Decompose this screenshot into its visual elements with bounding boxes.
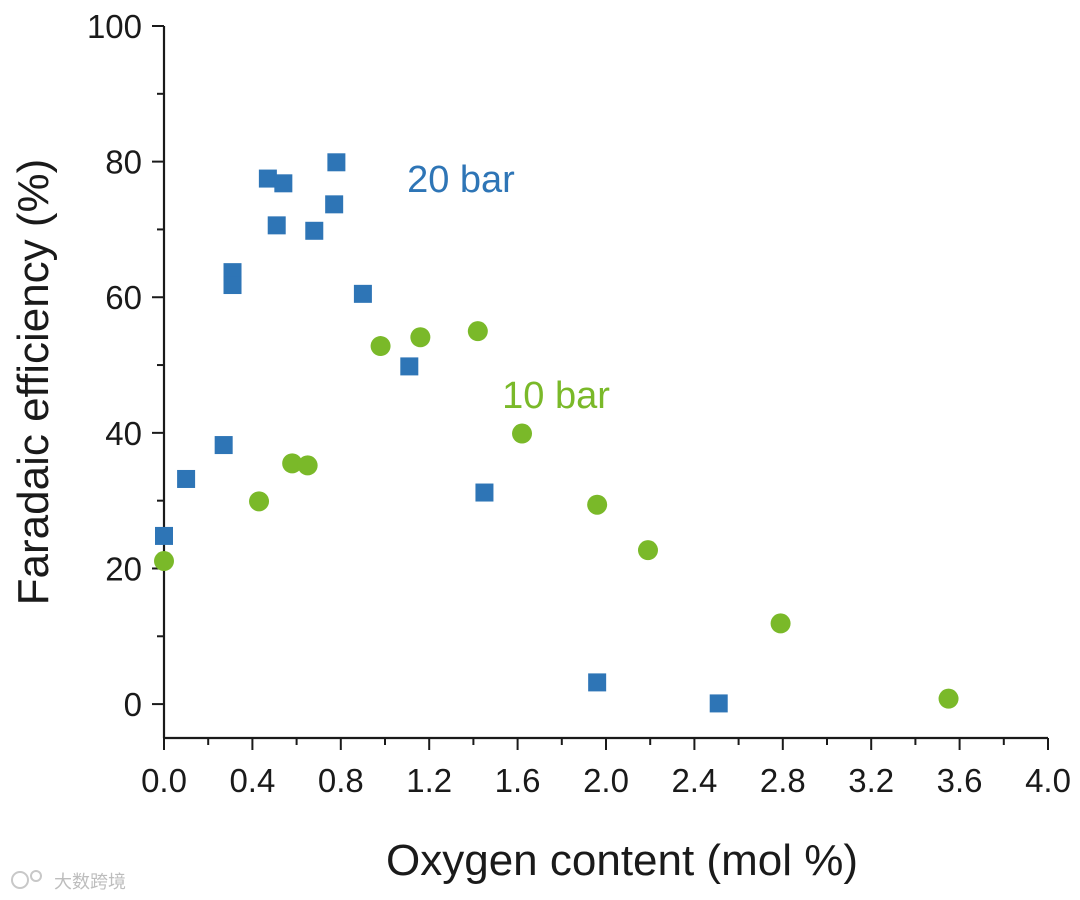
data-point-square — [155, 526, 173, 545]
data-point-square — [588, 673, 607, 692]
x-tick-label: 2.8 — [760, 762, 806, 799]
data-point-circle — [637, 540, 658, 561]
watermark-logo-icon — [11, 871, 29, 889]
data-points — [154, 153, 959, 713]
series-label-10-bar: 10 bar — [502, 375, 610, 417]
x-tick-label: 2.4 — [671, 762, 717, 799]
data-point-square — [214, 436, 233, 455]
watermark-logo-dot — [30, 870, 42, 882]
data-point-circle — [467, 321, 488, 342]
data-point-circle — [249, 491, 270, 512]
y-tick-label: 40 — [105, 415, 142, 452]
x-tick-label: 1.6 — [495, 762, 541, 799]
y-tick-label: 0 — [124, 686, 142, 723]
data-point-square — [400, 357, 419, 376]
data-point-square — [353, 284, 372, 303]
data-point-circle — [297, 455, 318, 476]
y-tick-label: 80 — [105, 144, 142, 181]
data-point-square — [305, 221, 324, 240]
x-tick-label: 3.2 — [848, 762, 894, 799]
data-point-circle — [410, 327, 431, 348]
watermark-text: 大数跨境 — [54, 872, 126, 893]
x-tick-label: 3.6 — [937, 762, 983, 799]
x-axis-label: Oxygen content (mol %) — [386, 836, 858, 885]
data-point-square — [177, 469, 196, 488]
x-tick-label: 2.0 — [583, 762, 629, 799]
data-point-square — [223, 276, 242, 295]
data-point-square — [274, 174, 293, 193]
data-point-circle — [770, 613, 791, 634]
series-20-bar — [155, 153, 728, 713]
series-10-bar — [154, 321, 959, 709]
data-point-square — [258, 169, 277, 188]
y-tick-label: 20 — [105, 550, 142, 587]
x-tick-label: 0.0 — [141, 762, 187, 799]
x-tick-label: 4.0 — [1025, 762, 1071, 799]
watermark: 大数跨境 — [11, 870, 126, 893]
data-point-circle — [512, 423, 533, 444]
ticks: 0.0 0.4 0.8 1.2 1.6 2.0 2.4 2.8 3.2 3.6 4.0 0 20 40 60… — [87, 8, 1071, 799]
y-tick-label: 60 — [105, 279, 142, 316]
data-point-square — [327, 153, 346, 172]
x-tick-label: 1.2 — [406, 762, 452, 799]
series-label-20-bar: 20 bar — [407, 159, 515, 201]
data-point-square — [267, 216, 286, 235]
y-axis-label: Faradaic efficiency (%) — [9, 159, 58, 606]
data-point-circle — [938, 688, 959, 709]
data-point-circle — [154, 551, 174, 572]
data-point-square — [475, 483, 494, 502]
x-tick-label: 0.4 — [229, 762, 275, 799]
data-point-circle — [370, 336, 391, 357]
x-tick-label: 0.8 — [318, 762, 364, 799]
data-point-circle — [587, 494, 608, 515]
series-annotations: 20 bar 10 bar — [407, 159, 610, 417]
data-point-circle — [282, 453, 303, 474]
data-point-square — [709, 694, 728, 713]
y-tick-label: 100 — [87, 8, 142, 45]
data-point-square — [325, 195, 344, 214]
